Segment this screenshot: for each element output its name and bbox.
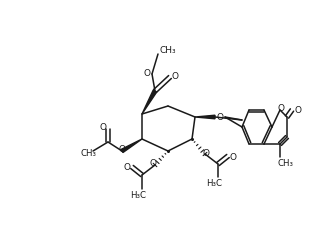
Text: O: O <box>144 68 151 77</box>
Text: O: O <box>100 123 107 132</box>
Text: O: O <box>278 103 285 112</box>
Text: O: O <box>294 105 301 114</box>
Text: O: O <box>217 112 224 121</box>
Text: CH₃: CH₃ <box>80 148 96 157</box>
Text: O: O <box>229 152 236 161</box>
Polygon shape <box>142 91 157 114</box>
Text: H₃C: H₃C <box>206 178 222 187</box>
Text: O: O <box>203 148 210 157</box>
Polygon shape <box>121 139 142 153</box>
Text: O: O <box>118 144 125 153</box>
Text: O: O <box>123 162 130 171</box>
Text: O: O <box>150 159 157 168</box>
Polygon shape <box>195 116 215 119</box>
Text: H₃C: H₃C <box>130 190 146 199</box>
Text: CH₃: CH₃ <box>278 158 294 167</box>
Text: O: O <box>172 71 179 80</box>
Text: CH₃: CH₃ <box>160 45 176 54</box>
